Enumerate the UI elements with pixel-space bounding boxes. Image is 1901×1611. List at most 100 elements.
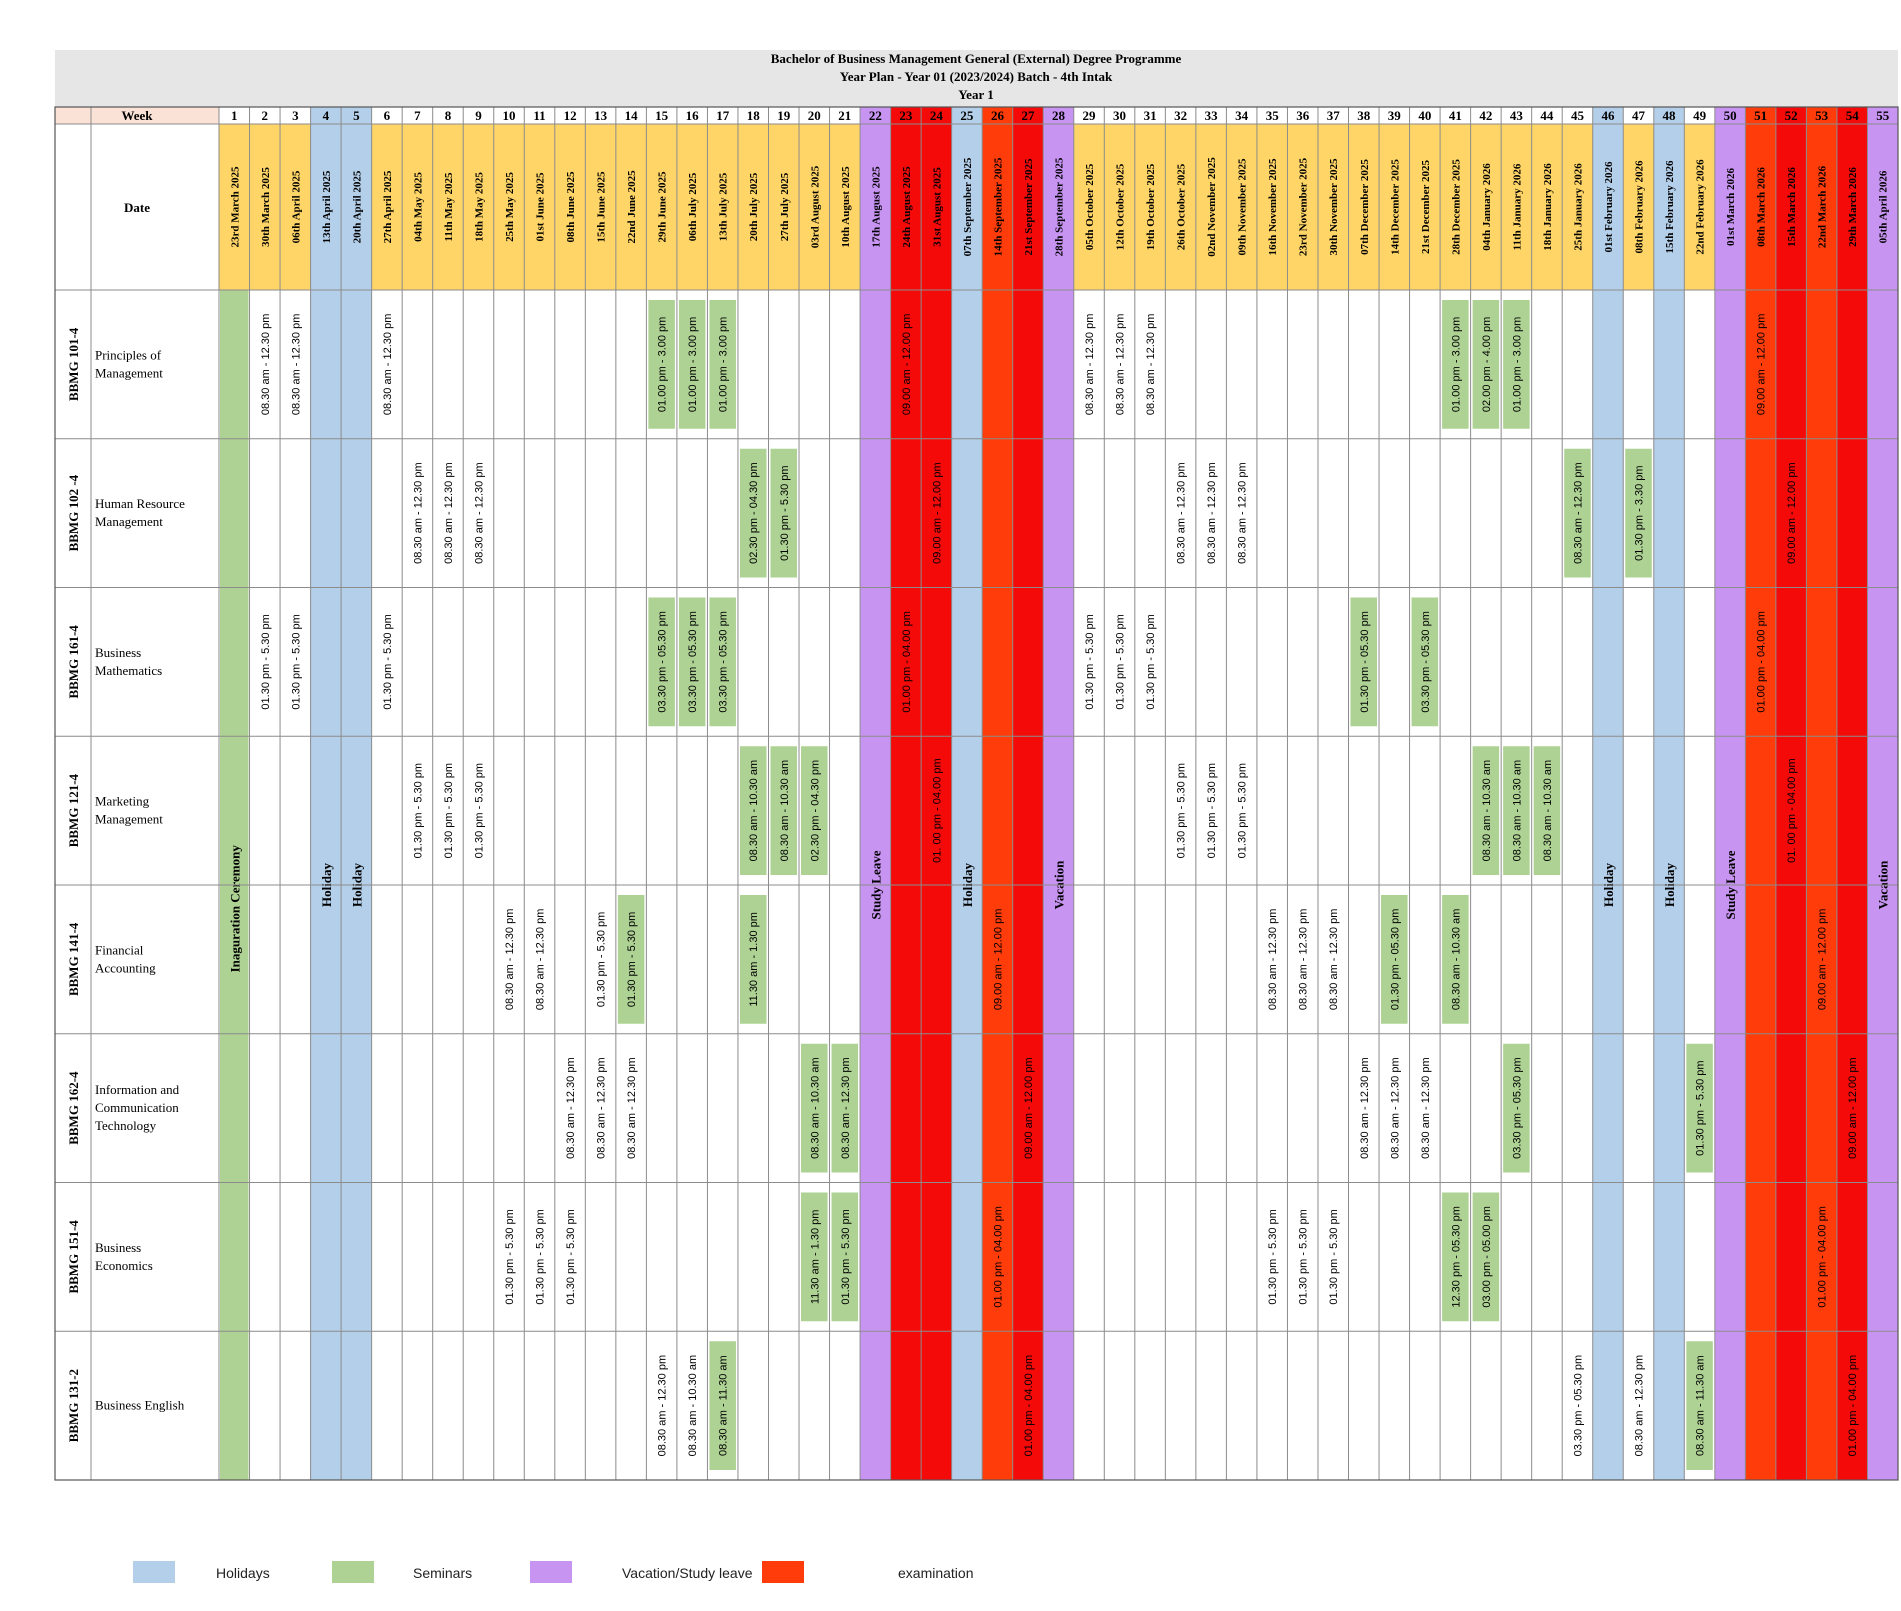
week-number: 37 xyxy=(1327,108,1341,123)
session-time: 08.30 am - 12.30 pm xyxy=(290,314,302,416)
week-number-cell xyxy=(402,107,433,124)
date-cell xyxy=(341,124,372,290)
date-label: Date xyxy=(124,200,150,215)
week-date: 12th October 2025 xyxy=(1115,163,1127,250)
week-number: 43 xyxy=(1510,108,1524,123)
week-number-cell xyxy=(1745,107,1776,124)
week-number: 30 xyxy=(1113,108,1126,123)
date-cell xyxy=(1562,124,1593,290)
session-time: 03.30 pm - 05.30 pm xyxy=(657,611,669,713)
week-number: 51 xyxy=(1754,108,1767,123)
session-time: 09.00 am - 12.00 pm xyxy=(1786,462,1798,564)
session-time: 08.30 am - 12.30 pm xyxy=(443,462,455,564)
week-number-cell xyxy=(799,107,830,124)
week-number: 49 xyxy=(1693,108,1707,123)
week-date: 09th November 2025 xyxy=(1237,158,1249,255)
date-cell xyxy=(1806,124,1837,290)
legend-label: Vacation/Study leave xyxy=(622,1565,753,1581)
week-number-cell xyxy=(1531,107,1563,124)
session-time: 08.30 am - 12.30 pm xyxy=(1298,909,1310,1011)
session-time: 08.30 am - 10.30 am xyxy=(809,1057,821,1159)
week-number-cell xyxy=(829,107,861,124)
week-date: 13th April 2025 xyxy=(321,170,333,243)
seminar-block xyxy=(678,597,706,727)
session-time: 01.30 pm - 5.30 pm xyxy=(1237,763,1249,858)
session-time: 02.30 pm - 04.30 pm xyxy=(748,462,760,564)
week-number-cell xyxy=(890,107,922,124)
year-label: Year 1 xyxy=(958,87,994,102)
seminar-block xyxy=(1411,597,1439,727)
legend-label: Seminars xyxy=(413,1565,472,1581)
week-number-cell xyxy=(1775,107,1807,124)
seminar-block xyxy=(770,448,798,578)
week-date: 04th January 2026 xyxy=(1481,163,1493,251)
week-number: 42 xyxy=(1479,108,1492,123)
date-cell xyxy=(1592,124,1624,290)
seminar-block xyxy=(739,895,767,1024)
week-number-cell xyxy=(1379,107,1410,124)
seminar-block xyxy=(801,746,828,875)
course-code: BBMG 161-4 xyxy=(66,625,81,699)
session-time: 01. 00 pm - 04.00 pm xyxy=(931,758,943,863)
date-cell xyxy=(1348,124,1380,290)
course-name: Communication xyxy=(95,1100,179,1115)
week-date: 08th June 2025 xyxy=(565,171,577,242)
week-number-cell xyxy=(585,107,616,124)
week-date: 27th July 2025 xyxy=(779,172,791,241)
week-date: 29th June 2025 xyxy=(657,171,669,242)
session-time: 01.00 pm - 04.00 pm xyxy=(1756,611,1768,713)
course-name: Financial xyxy=(95,942,144,957)
course-code: BBMG 162-4 xyxy=(66,1071,81,1145)
week-date: 06th July 2025 xyxy=(687,172,699,241)
session-time: 08.30 am - 10.30 am xyxy=(1542,760,1554,862)
course-code-cell xyxy=(55,587,91,737)
session-time: 01.30 pm - 5.30 pm xyxy=(840,1209,852,1304)
seminar-block xyxy=(801,1043,828,1173)
session-time: 01.30 pm - 5.30 pm xyxy=(1695,1060,1707,1155)
seminar-block xyxy=(739,448,767,578)
session-time: 11.30 am - 1.30 pm xyxy=(809,1210,821,1305)
course-code-cell xyxy=(55,1033,91,1183)
week-date: 28th December 2025 xyxy=(1450,159,1462,255)
week-number-cell xyxy=(982,107,1013,124)
week-date: 25th January 2026 xyxy=(1572,163,1584,251)
week-date: 19th October 2025 xyxy=(1145,163,1157,250)
date-cell xyxy=(463,124,494,290)
week-number-cell xyxy=(310,107,342,124)
session-time: 08.30 am - 11.30 am xyxy=(718,1355,730,1456)
week-date: 18th May 2025 xyxy=(473,172,485,242)
session-time: 08.30 am - 10.30 am xyxy=(687,1355,699,1457)
session-time: 09.00 am - 12.00 pm xyxy=(901,314,913,416)
session-time: 01.00 pm - 04.00 pm xyxy=(1817,1206,1829,1308)
week-number-cell xyxy=(676,107,708,124)
course-name: Management xyxy=(95,812,163,827)
week-date: 13th July 2025 xyxy=(718,172,730,241)
week-number-cell xyxy=(1470,107,1502,124)
week-number-cell xyxy=(341,107,372,124)
week-date: 15th March 2026 xyxy=(1786,167,1798,247)
week-number: 45 xyxy=(1571,108,1585,123)
date-cell xyxy=(1287,124,1318,290)
band-label: Inaguration Ceremony xyxy=(227,845,242,973)
seminar-block xyxy=(1472,300,1500,429)
date-cell xyxy=(737,124,769,290)
session-time: 08.30 am - 12.30 pm xyxy=(1572,462,1584,564)
week-date: 01st June 2025 xyxy=(535,172,547,242)
session-time: 02.30 pm - 04.30 pm xyxy=(809,760,821,862)
week-number: 13 xyxy=(594,108,608,123)
week-number-cell xyxy=(921,107,952,124)
seminar-block xyxy=(1686,1043,1713,1173)
seminar-block xyxy=(709,597,736,727)
session-time: 01.00 pm - 04.00 pm xyxy=(992,1206,1004,1308)
date-cell xyxy=(1379,124,1410,290)
table-body: Week Date 1 23rd March 2025 2 30th March 2025… xyxy=(54,106,1899,1481)
week-number-cell xyxy=(646,107,677,124)
date-cell xyxy=(1440,124,1471,290)
week-date: 03rd August 2025 xyxy=(809,165,821,248)
session-time: 08.30 am - 12.30 pm xyxy=(1267,909,1279,1011)
week-date: 18th January 2026 xyxy=(1542,163,1554,251)
week-number: 39 xyxy=(1388,108,1402,123)
date-cell xyxy=(1501,124,1532,290)
session-time: 01.30 pm - 5.30 pm xyxy=(779,465,791,560)
week-date: 23rd November 2025 xyxy=(1298,157,1310,256)
